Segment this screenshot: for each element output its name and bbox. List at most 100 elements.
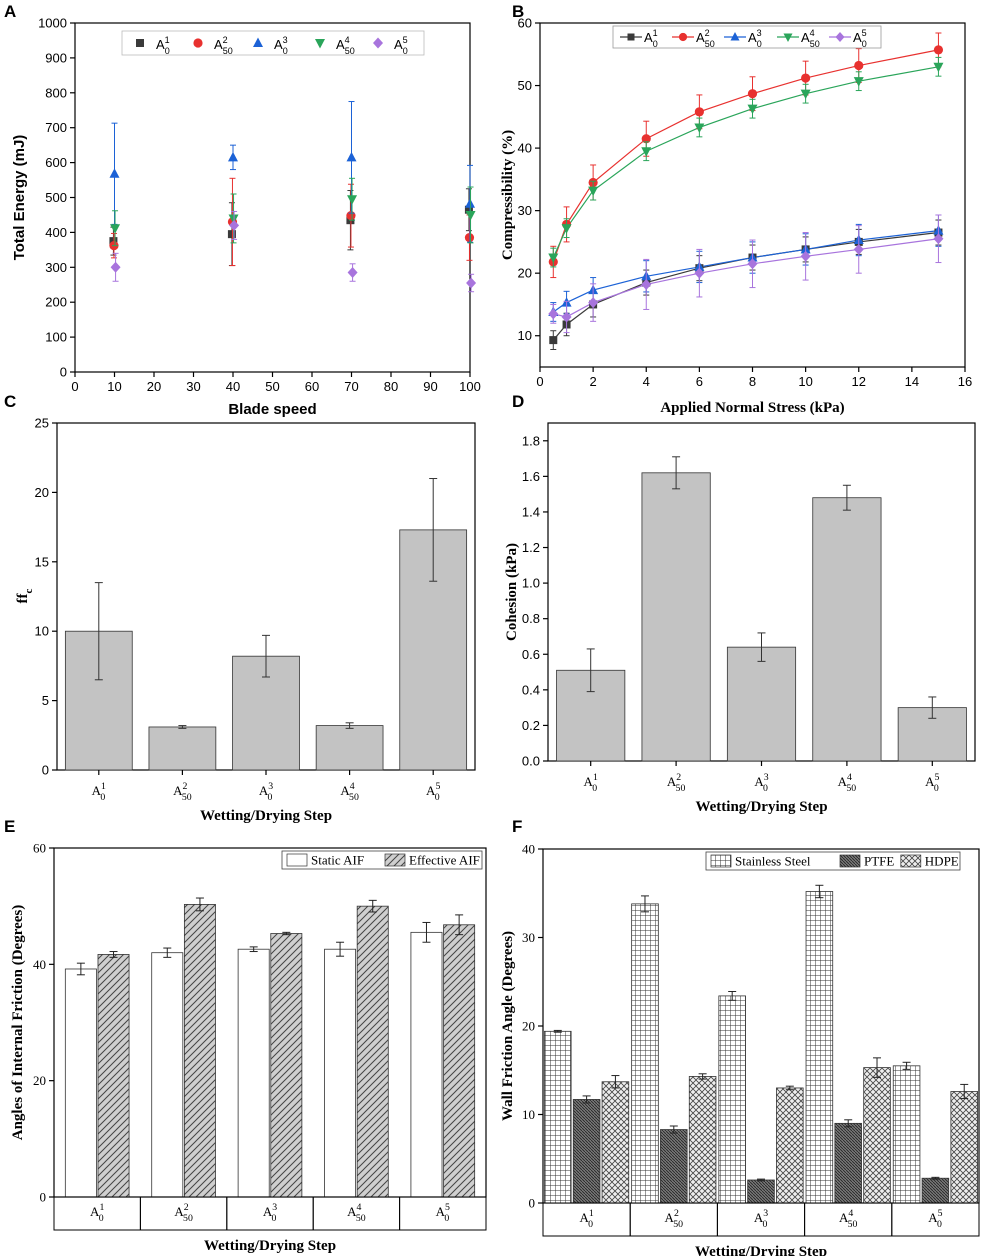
x-tick-label-a: 80	[384, 379, 398, 394]
y-tick-label-e: 60	[33, 841, 46, 856]
y-axis-label-c: ffc	[15, 588, 35, 603]
axes-frame-b	[539, 22, 966, 368]
x-axis-label-c: Wetting/Drying Step	[200, 808, 332, 824]
error-bar-e	[282, 931, 291, 936]
data-point-a-A01	[227, 230, 236, 239]
y-tick-label-f: 20	[522, 1019, 535, 1034]
data-point-b-A502	[747, 89, 758, 99]
x-axis-label-f: Wetting/Drying Step	[695, 1244, 827, 1256]
y-tick-label-a: 1000	[38, 16, 67, 31]
bar-f-hdpe	[601, 1081, 630, 1204]
legend-marker-b	[783, 33, 793, 42]
x-tick-label-e: A2 50	[174, 1202, 193, 1224]
data-point-b-A504	[548, 253, 559, 264]
error-bar-d	[672, 456, 681, 490]
error-bar-c	[345, 722, 354, 729]
error-bar-e	[422, 921, 431, 943]
error-bar-c	[262, 634, 270, 678]
bar-c	[148, 726, 217, 771]
bar-f-hdpe	[950, 1091, 978, 1204]
y-tick-label-e: 0	[40, 1190, 47, 1205]
x-tick-label-b: 4	[643, 374, 650, 389]
legend-marker-a	[253, 37, 263, 47]
error-bar-f	[698, 1073, 707, 1080]
data-point-a-A504	[110, 224, 121, 234]
legend-marker-a	[136, 39, 144, 47]
data-point-a-A03	[109, 168, 120, 178]
legend-swatch-f	[710, 854, 732, 868]
legend-label-a: A3 0	[274, 35, 288, 56]
x-tick-label-a: 10	[107, 379, 121, 394]
x-tick-label-b: 14	[905, 374, 919, 389]
error-bar-f	[640, 895, 649, 913]
bar-f-stainless-steel	[892, 1065, 921, 1204]
y-tick-label-b: 20	[518, 266, 532, 281]
error-bar-e	[163, 947, 172, 958]
error-bar-f	[902, 1061, 911, 1070]
data-point-a-A504	[228, 214, 239, 224]
data-point-b-A502	[854, 60, 864, 71]
legend-label-b: A2 50	[696, 28, 715, 49]
error-bar-f	[611, 1075, 620, 1089]
legend-f: Stainless Steel PTFE HDPE	[705, 851, 961, 871]
error-bar-e	[195, 897, 204, 912]
data-point-a-A502	[464, 233, 475, 243]
data-point-b-A05	[853, 243, 864, 255]
bar-e-static-aif	[324, 948, 357, 1198]
data-point-b-A502	[933, 45, 944, 55]
bar-e-static-aif	[151, 952, 184, 1198]
bar-e-static-aif	[64, 968, 97, 1198]
legend-label-b: A4 50	[801, 28, 820, 49]
y-tick-label-c: 5	[42, 693, 49, 708]
x-tick-label-a: 0	[71, 379, 78, 394]
x-tick-label-a: 20	[147, 379, 161, 394]
x-tick-label-b: 6	[696, 374, 703, 389]
error-bar-e	[249, 946, 258, 953]
y-tick-label-d: 1.6	[522, 469, 540, 484]
error-bar-f	[873, 1057, 882, 1078]
data-point-b-A504	[800, 89, 811, 100]
error-bar-d	[842, 484, 851, 511]
x-tick-label-b: 0	[536, 374, 543, 389]
data-point-b-A05	[548, 308, 559, 320]
error-bar-e	[76, 962, 85, 976]
bar-d	[812, 497, 882, 762]
y-tick-label-a: 500	[45, 190, 67, 205]
legend-label-b: A1 0	[644, 28, 658, 49]
legend-marker-b	[835, 32, 845, 42]
y-tick-label-b: 10	[518, 328, 532, 343]
y-tick-label-a: 400	[45, 225, 67, 240]
panel-label-d: D	[512, 392, 524, 411]
y-tick-label-d: 0.4	[522, 682, 540, 697]
data-point-a-A01	[464, 205, 473, 214]
data-point-b-A504	[588, 186, 599, 197]
x-tick-label-e: A4 50	[347, 1202, 366, 1224]
bar-f-stainless-steel	[631, 903, 659, 1204]
category-cell-e	[399, 1196, 487, 1231]
x-tick-label-b: 8	[749, 374, 756, 389]
error-bar-f	[785, 1085, 794, 1091]
data-point-a-A504	[465, 210, 476, 221]
series-line-b-A05	[553, 238, 939, 318]
legend-a	[121, 30, 425, 56]
legend-swatch-f	[839, 854, 861, 868]
legend-label-f: HDPE	[925, 854, 959, 869]
y-tick-label-c: 10	[35, 624, 49, 639]
data-point-a-A05	[466, 277, 477, 289]
x-tick-label-b: 2	[590, 374, 597, 389]
legend-swatch-e	[286, 853, 308, 867]
y-tick-label-d: 1.2	[522, 540, 540, 555]
error-bar-c	[178, 725, 187, 729]
error-bar-f	[553, 1029, 562, 1033]
legend-box-b	[612, 25, 882, 49]
legend-swatch-e	[384, 853, 406, 867]
error-bar-f	[669, 1125, 678, 1134]
y-tick-label-d: 1.0	[522, 576, 540, 591]
x-tick-label-b: 10	[798, 374, 812, 389]
x-tick-label-f: A3 0	[754, 1208, 768, 1230]
data-point-b-A05	[694, 267, 705, 279]
x-tick-label-a: 70	[344, 379, 358, 394]
legend-label-a: A2 50	[214, 35, 233, 56]
bar-e-effective-aif	[356, 905, 389, 1198]
